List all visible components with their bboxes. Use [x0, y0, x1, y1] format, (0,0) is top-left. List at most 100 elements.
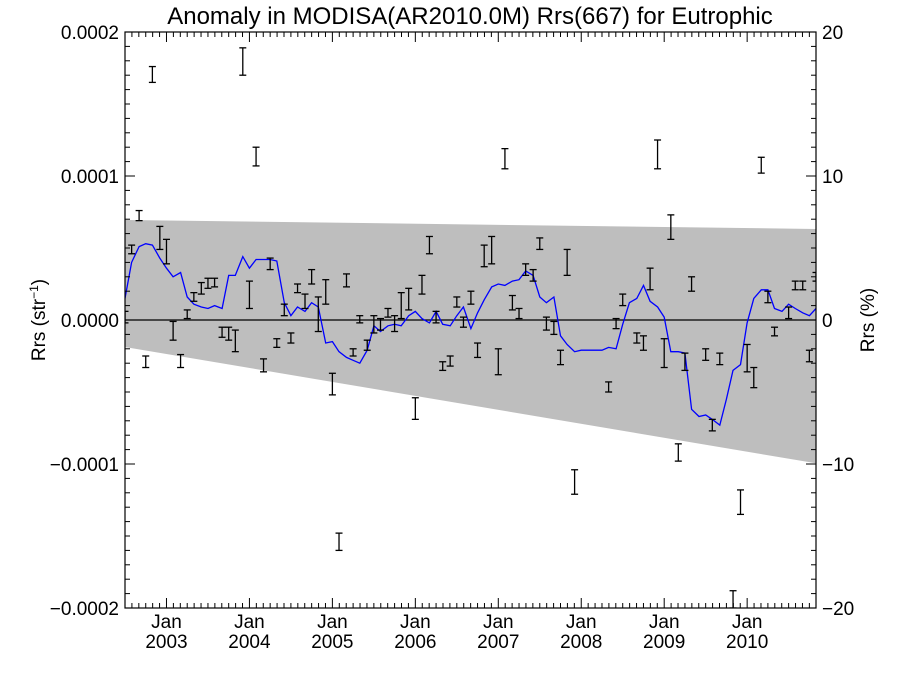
error-bar-point: [681, 352, 689, 372]
error-bar-point: [128, 244, 136, 255]
error-bar-point: [356, 315, 364, 324]
error-bar-point: [563, 248, 571, 277]
error-bar-point: [231, 329, 239, 353]
error-bar-point: [654, 139, 662, 170]
smoothed-series-line: [125, 243, 816, 427]
error-bar-point: [708, 418, 716, 432]
error-bar-point: [743, 343, 751, 373]
error-bar-point: [266, 257, 274, 271]
error-bar-point: [764, 290, 772, 304]
error-bar-point: [639, 335, 647, 351]
error-bar-point: [148, 65, 156, 84]
error-bar-point: [480, 244, 488, 268]
error-bar-point: [287, 332, 295, 344]
y-right-tick-label: 10: [822, 167, 843, 188]
y-right-tick-label: 0: [822, 311, 833, 332]
error-bar-point: [239, 47, 247, 76]
error-bar-point: [467, 290, 475, 305]
chart-title: Anomaly in MODISA(AR2010.0M) Rrs(667) fo…: [167, 3, 773, 30]
error-bar-point: [674, 443, 682, 462]
error-bar-point: [688, 276, 696, 292]
error-bar-point: [529, 268, 537, 282]
error-bar-point: [633, 332, 641, 344]
x-tick-label-month: Jan: [317, 612, 348, 633]
x-tick-label-year: 2009: [643, 632, 685, 653]
x-tick-label-month: Jan: [483, 612, 514, 633]
error-bar-point: [488, 235, 496, 265]
y-left-tick-label: 0.0000: [61, 311, 119, 332]
error-bar-point: [750, 366, 758, 389]
error-bar-point: [384, 307, 392, 318]
x-tick-label-year: 2007: [477, 632, 519, 653]
error-bar-point: [494, 348, 502, 376]
y-left-tick-label: −0.0001: [50, 455, 119, 476]
error-bar-point: [342, 273, 350, 288]
error-bar-point: [446, 355, 454, 367]
error-bar-point: [218, 326, 226, 338]
error-bar-point: [156, 225, 164, 251]
error-bar-point: [376, 317, 384, 331]
x-tick-label-year: 2005: [311, 632, 353, 653]
plot-area: [125, 47, 816, 608]
error-bar-point: [474, 342, 482, 359]
error-bar-point: [716, 352, 724, 366]
error-bar-point: [397, 291, 405, 320]
error-bar-point: [812, 271, 816, 282]
error-bar-point: [557, 349, 565, 366]
error-bar-point: [411, 397, 419, 421]
error-bar-point: [370, 315, 378, 334]
error-bar-point: [660, 338, 668, 369]
error-bar-point: [799, 280, 807, 291]
error-bar-point: [425, 235, 433, 255]
x-tick-label-year: 2006: [394, 632, 436, 653]
error-bar-point: [757, 156, 765, 174]
error-bar-point: [508, 294, 516, 311]
error-bar-point: [550, 320, 558, 336]
error-bar-point: [322, 279, 330, 305]
error-bar-point: [204, 277, 212, 289]
x-tick-label-year: 2010: [726, 632, 768, 653]
error-bar-point: [135, 209, 143, 222]
error-bar-point: [515, 307, 523, 320]
error-bar-point: [702, 348, 710, 361]
y-right-tick-label: −20: [822, 599, 854, 620]
y-right-tick-label: 20: [822, 23, 843, 44]
error-bar-point: [363, 339, 371, 351]
error-bar-point: [432, 310, 440, 324]
error-bar-point: [225, 326, 233, 341]
y-left-tick-label: 0.0002: [61, 23, 119, 44]
error-bar-point: [805, 349, 813, 363]
error-bar-point: [771, 326, 779, 337]
error-bar-point: [328, 372, 336, 396]
error-bar-point: [612, 317, 620, 330]
x-tick-label-month: Jan: [649, 612, 680, 633]
error-bar-point: [605, 381, 613, 393]
error-bar-point: [459, 316, 467, 328]
error-bar-point: [273, 338, 281, 349]
error-bar-point: [177, 353, 185, 369]
error-bar-point: [190, 291, 198, 302]
error-bar-point: [245, 280, 253, 310]
error-bar-point: [335, 532, 343, 552]
error-bar-point: [571, 469, 579, 495]
y-axis-right-label: Rrs (%): [858, 288, 879, 352]
x-tick-label-year: 2004: [228, 632, 271, 653]
error-bar-point: [252, 146, 260, 167]
error-bar-point: [501, 147, 509, 170]
x-tick-label-month: Jan: [732, 612, 763, 633]
error-bar-point: [314, 296, 322, 333]
y-right-tick-label: −10: [822, 455, 854, 476]
error-bar-point: [667, 214, 675, 241]
error-bar-point: [197, 281, 205, 295]
error-bar-point: [619, 293, 627, 307]
error-bar-point: [260, 358, 268, 373]
x-tick-label-year: 2008: [560, 632, 602, 653]
error-bar-point: [737, 489, 745, 516]
error-bar-point: [169, 320, 177, 341]
y-axis-left-label: Rrs (str−1): [27, 279, 50, 361]
error-bar-point: [280, 303, 288, 317]
error-bar-point: [439, 361, 447, 372]
x-tick-label-month: Jan: [566, 612, 597, 633]
error-bar-point: [391, 315, 399, 333]
error-bar-point: [522, 263, 530, 277]
